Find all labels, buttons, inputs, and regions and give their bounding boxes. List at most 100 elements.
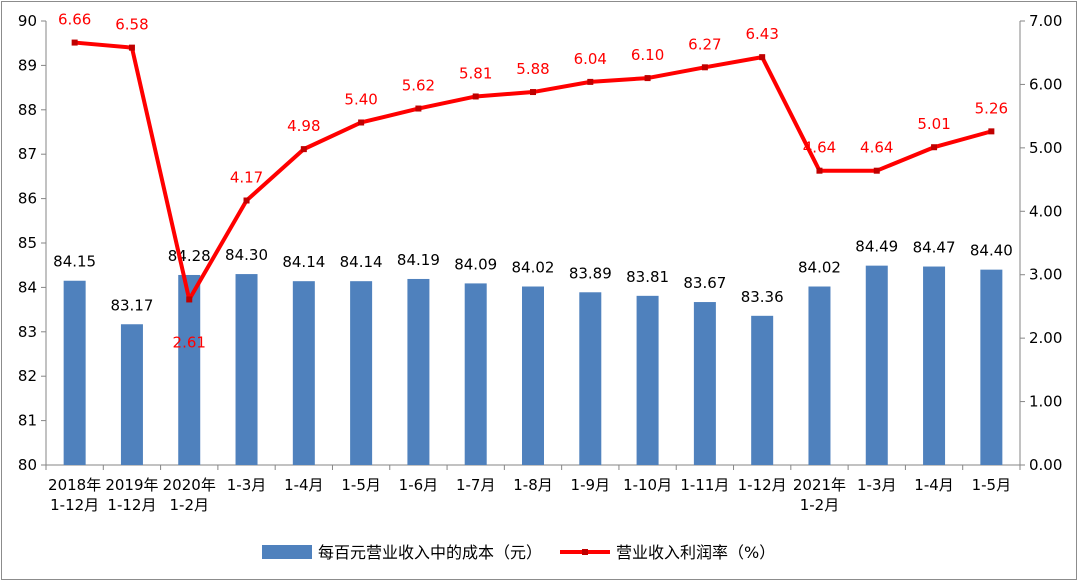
line-value-label: 4.17 [230, 169, 263, 187]
x-tick-label: 1-12月 [107, 496, 156, 514]
left-tick-label: 90 [18, 12, 37, 30]
bar [636, 295, 659, 465]
line-point [701, 64, 708, 71]
bar-value-label: 83.67 [683, 274, 726, 292]
left-tick-label: 88 [18, 101, 37, 119]
legend-line-marker [582, 549, 588, 555]
x-tick-label: 1-4月 [914, 476, 954, 494]
x-tick-label: 1-5月 [341, 476, 381, 494]
bar-value-label: 83.81 [626, 268, 669, 286]
bar [579, 292, 602, 465]
line-value-label: 6.58 [115, 16, 148, 34]
legend-bar-label: 每百元营业收入中的成本（元） [318, 543, 542, 562]
right-tick-label: 1.00 [1029, 393, 1062, 411]
line-value-label: 2.61 [173, 333, 206, 351]
line-point [988, 128, 995, 135]
left-tick-label: 89 [18, 56, 37, 74]
bar [292, 281, 315, 465]
line-point [931, 144, 938, 151]
line-point [186, 296, 193, 303]
bar [63, 280, 86, 465]
x-tick-label: 1-2月 [800, 496, 840, 514]
bar-value-label: 83.89 [569, 264, 612, 282]
bar-value-label: 84.28 [168, 247, 211, 265]
left-tick-label: 82 [18, 367, 37, 385]
x-tick-label: 1-12月 [738, 476, 787, 494]
bar [464, 283, 487, 465]
bar-value-label: 84.14 [340, 253, 383, 271]
line-point [816, 167, 823, 174]
right-tick-label: 0.00 [1029, 456, 1062, 474]
line-value-label: 5.40 [344, 90, 377, 108]
line-point [415, 105, 422, 112]
x-tick-label: 1-2月 [169, 496, 209, 514]
bar-value-label: 84.19 [397, 251, 440, 269]
line-value-label: 5.88 [516, 60, 549, 78]
right-tick-label: 3.00 [1029, 266, 1062, 284]
bar-value-label: 84.09 [454, 255, 497, 273]
bar-value-label: 83.17 [110, 296, 153, 314]
x-tick-label: 1-9月 [571, 476, 611, 494]
bar [980, 269, 1003, 465]
bar [178, 274, 201, 465]
bar-value-label: 83.36 [741, 288, 784, 306]
bar-value-label: 84.47 [913, 239, 956, 257]
bar-value-label: 84.40 [970, 242, 1013, 260]
legend-line-label: 营业收入利润率（%） [616, 543, 775, 562]
line-value-label: 6.66 [58, 11, 91, 29]
x-tick-label: 2018年 [48, 476, 101, 494]
line-series [71, 39, 995, 303]
x-tick-label: 1-10月 [623, 476, 672, 494]
line-value-label: 6.10 [631, 46, 664, 64]
right-tick-label: 2.00 [1029, 329, 1062, 347]
line-value-label: 5.62 [402, 77, 435, 95]
bar-series [63, 265, 1003, 465]
bar-value-label: 84.02 [512, 259, 555, 277]
bar [808, 286, 831, 465]
bar [350, 281, 373, 465]
x-tick-label: 1-12月 [50, 496, 99, 514]
bar-value-label: 84.30 [225, 246, 268, 264]
line-value-label: 5.01 [917, 115, 950, 133]
bar-value-label: 84.49 [855, 238, 898, 256]
x-tick-label: 1-4月 [284, 476, 324, 494]
bar [235, 274, 258, 465]
line-point [358, 119, 365, 126]
line-point [644, 75, 651, 82]
x-tick-label: 1-6月 [399, 476, 439, 494]
line-point [759, 54, 766, 61]
left-tick-label: 87 [18, 145, 37, 163]
bar [693, 302, 716, 465]
axes: 80 81 82 83 84 85 86 87 88 89 90 0.00 1.00 2.00 3.00 4.… [18, 12, 1063, 514]
x-tick-label: 2021年 [793, 476, 846, 494]
bar-value-label: 84.15 [53, 253, 96, 271]
bar-value-label: 84.02 [798, 259, 841, 277]
right-tick-label: 4.00 [1029, 202, 1062, 220]
bar [120, 324, 143, 465]
bar [923, 266, 946, 465]
line-value-label: 4.64 [860, 139, 893, 157]
line-point [300, 146, 307, 153]
left-tick-label: 84 [18, 278, 37, 296]
bar-data-labels: 84.15 83.17 84.28 84.30 84.14 84.14 84.19 84.09… [53, 238, 1013, 315]
line-value-label: 5.81 [459, 64, 492, 82]
line-value-label: 6.04 [574, 50, 607, 68]
bar [522, 286, 544, 465]
left-tick-label: 80 [18, 456, 37, 474]
x-tick-label: 1-11月 [680, 476, 729, 494]
right-tick-label: 6.00 [1029, 75, 1062, 93]
bar-value-label: 84.14 [282, 253, 325, 271]
left-tick-label: 83 [18, 323, 37, 341]
line-point [71, 39, 78, 46]
left-tick-label: 86 [18, 190, 37, 208]
line-value-label: 6.27 [688, 35, 721, 53]
left-tick-label: 81 [18, 412, 37, 430]
line-value-label: 4.98 [287, 117, 320, 135]
line-point [128, 44, 135, 51]
line-point [472, 93, 479, 100]
x-tick-label: 1-7月 [456, 476, 496, 494]
x-tick-label: 1-3月 [227, 476, 267, 494]
line-point [243, 197, 250, 204]
